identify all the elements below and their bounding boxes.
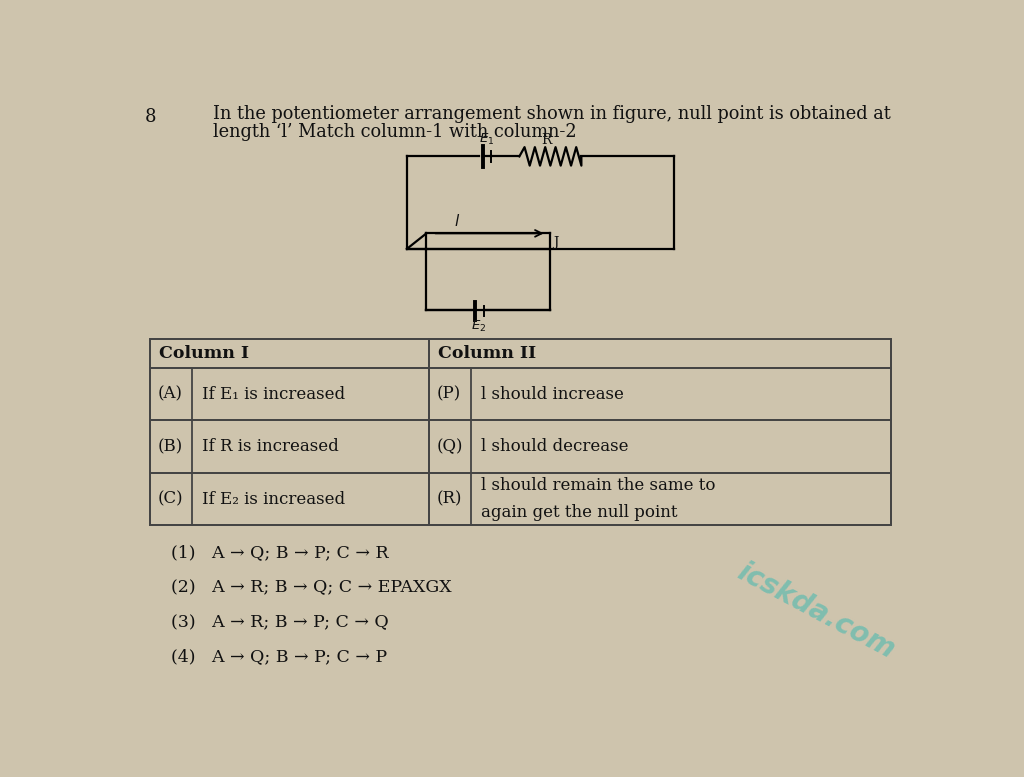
Text: J: J <box>554 235 559 249</box>
Bar <box>150 473 193 525</box>
Bar <box>150 339 891 525</box>
Text: (R): (R) <box>436 490 462 507</box>
Bar <box>429 368 471 420</box>
Text: l should increase: l should increase <box>480 386 624 402</box>
Text: (Q): (Q) <box>436 438 463 455</box>
Text: (P): (P) <box>436 386 461 402</box>
Bar <box>150 339 429 368</box>
Text: $l$: $l$ <box>454 213 460 228</box>
Bar <box>150 473 429 525</box>
Text: again get the null point: again get the null point <box>480 503 677 521</box>
Bar <box>429 368 891 420</box>
Bar <box>150 368 193 420</box>
Text: If R is increased: If R is increased <box>202 438 338 455</box>
Bar <box>429 473 891 525</box>
Text: If E₂ is increased: If E₂ is increased <box>202 490 345 507</box>
Text: (3)   A → R; B → P; C → Q: (3) A → R; B → P; C → Q <box>171 614 388 631</box>
Text: (B): (B) <box>158 438 182 455</box>
Text: icskda.com: icskda.com <box>732 557 900 664</box>
Text: (2)   A → R; B → Q; C → EPAXGX: (2) A → R; B → Q; C → EPAXGX <box>171 579 452 596</box>
Text: 8: 8 <box>145 108 157 126</box>
Text: l should decrease: l should decrease <box>480 438 628 455</box>
Text: (1)   A → Q; B → P; C → R: (1) A → Q; B → P; C → R <box>171 545 388 562</box>
Text: Column II: Column II <box>438 345 537 362</box>
Bar <box>150 368 429 420</box>
Bar <box>150 420 193 473</box>
Text: Column I: Column I <box>159 345 249 362</box>
Bar <box>429 473 471 525</box>
Bar <box>429 420 471 473</box>
Text: l should remain the same to: l should remain the same to <box>480 477 715 494</box>
Bar <box>429 420 891 473</box>
Bar <box>429 339 891 368</box>
Text: In the potentiometer arrangement shown in figure, null point is obtained at: In the potentiometer arrangement shown i… <box>213 105 891 123</box>
Text: If E₁ is increased: If E₁ is increased <box>202 386 345 402</box>
Text: (C): (C) <box>158 490 183 507</box>
Text: length ‘l’ Match column-1 with column-2: length ‘l’ Match column-1 with column-2 <box>213 124 577 141</box>
Text: R: R <box>541 133 552 147</box>
Text: (4)   A → Q; B → P; C → P: (4) A → Q; B → P; C → P <box>171 649 387 665</box>
Bar <box>150 420 429 473</box>
Text: $E_2$: $E_2$ <box>471 319 486 334</box>
Text: (A): (A) <box>158 386 182 402</box>
Text: $E_1$: $E_1$ <box>479 132 495 148</box>
